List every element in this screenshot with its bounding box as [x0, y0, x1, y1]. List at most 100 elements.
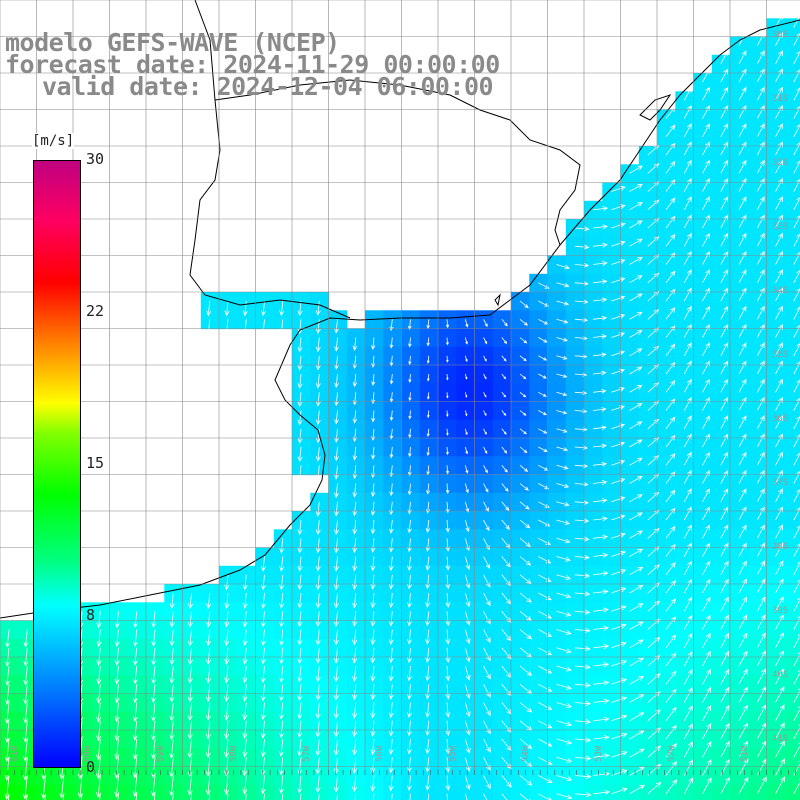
wind-arrow	[445, 665, 451, 682]
wind-cell	[766, 547, 786, 567]
wind-cell	[91, 766, 111, 786]
wind-arrow	[629, 421, 643, 430]
wind-cell	[730, 693, 749, 713]
wind-arrow	[702, 686, 712, 703]
wind-arrow	[371, 337, 376, 351]
wind-arrow	[370, 556, 376, 572]
wind-cell	[273, 292, 293, 311]
wind-cell	[310, 784, 330, 800]
wind-cell	[730, 711, 749, 731]
wind-cell	[182, 638, 202, 658]
wind-cell	[346, 529, 366, 549]
wind-arrow	[683, 86, 692, 101]
wind-arrow	[756, 632, 766, 648]
wind-arrow	[574, 646, 591, 652]
wind-arrow	[260, 720, 266, 739]
wind-arrow	[464, 665, 471, 681]
wind-arrow	[205, 775, 211, 796]
wind-cell	[401, 730, 421, 749]
wind-arrow	[519, 537, 531, 548]
wind-cell	[0, 620, 19, 640]
wind-arrow	[297, 738, 303, 757]
wind-arrow	[592, 607, 609, 613]
wind-arrow	[388, 702, 394, 719]
wind-arrow	[720, 686, 730, 703]
wind-cell	[620, 492, 640, 512]
wind-arrow	[775, 524, 784, 539]
wind-arrow	[242, 702, 248, 721]
wind-arrow	[592, 242, 608, 248]
wind-cell	[620, 292, 640, 311]
wind-arrow	[629, 675, 645, 685]
wind-cell	[273, 711, 293, 731]
wind-arrow	[611, 277, 626, 284]
wind-cell	[784, 492, 800, 512]
wind-cell	[748, 675, 768, 695]
wind-cell	[328, 638, 348, 658]
wind-arrow	[611, 405, 625, 411]
wind-cell	[255, 693, 275, 713]
wind-cell	[675, 730, 695, 749]
wind-arrow	[775, 323, 783, 338]
wind-cell	[730, 547, 749, 567]
wind-cell	[401, 310, 421, 330]
wind-cell	[401, 529, 421, 549]
wind-cell	[365, 693, 384, 713]
wind-cell	[784, 620, 800, 640]
wind-cell	[675, 91, 695, 111]
wind-arrow	[683, 668, 693, 685]
wind-arrow	[683, 323, 692, 338]
wind-arrow	[629, 476, 643, 484]
wind-cell	[346, 474, 366, 494]
wind-cell	[602, 620, 622, 640]
wind-arrow	[702, 578, 711, 594]
wind-cell	[18, 657, 38, 676]
wind-cell	[401, 657, 421, 676]
wind-cell	[328, 620, 348, 640]
wind-cell	[182, 675, 202, 695]
wind-arrow	[683, 578, 693, 594]
wind-arrow	[501, 446, 508, 454]
wind-arrow	[299, 793, 302, 800]
wind-arrow	[242, 775, 248, 795]
wind-arrow	[464, 556, 471, 571]
wind-arrow	[297, 574, 303, 591]
wind-arrow	[425, 720, 431, 737]
wind-arrow	[187, 775, 193, 796]
wind-cell	[730, 438, 749, 457]
wind-arrow	[683, 705, 693, 721]
wind-arrow	[464, 702, 471, 718]
wind-cell	[730, 638, 749, 658]
wind-cell	[620, 711, 640, 731]
wind-cell	[711, 146, 731, 165]
wind-arrow	[611, 459, 626, 466]
wind-cell	[766, 127, 786, 147]
wind-cell	[273, 766, 293, 786]
wind-cell	[383, 730, 403, 749]
wind-cell	[328, 657, 348, 676]
wind-cell	[675, 346, 695, 366]
wind-arrow	[720, 740, 730, 758]
wind-cell	[748, 711, 768, 731]
wind-arrow	[169, 684, 175, 703]
wind-arrow	[96, 720, 102, 742]
wind-arrow	[352, 446, 358, 461]
wind-cell	[730, 109, 749, 129]
wind-arrow	[592, 224, 609, 230]
wind-arrow	[629, 403, 643, 411]
wind-cell	[310, 529, 330, 549]
wind-cell	[620, 529, 640, 549]
wind-cell	[766, 401, 786, 421]
wind-cell	[219, 730, 238, 749]
wind-cell	[237, 675, 257, 695]
wind-cell	[565, 310, 585, 330]
wind-cell	[438, 748, 457, 768]
colorbar-tick-15: 15	[86, 454, 105, 472]
wind-arrow	[425, 538, 431, 553]
wind-cell	[711, 492, 731, 512]
wind-cell	[584, 401, 603, 421]
wind-arrow	[224, 319, 230, 335]
wind-cell	[438, 675, 457, 695]
wind-arrow	[756, 686, 767, 703]
wind-cell	[182, 711, 202, 731]
